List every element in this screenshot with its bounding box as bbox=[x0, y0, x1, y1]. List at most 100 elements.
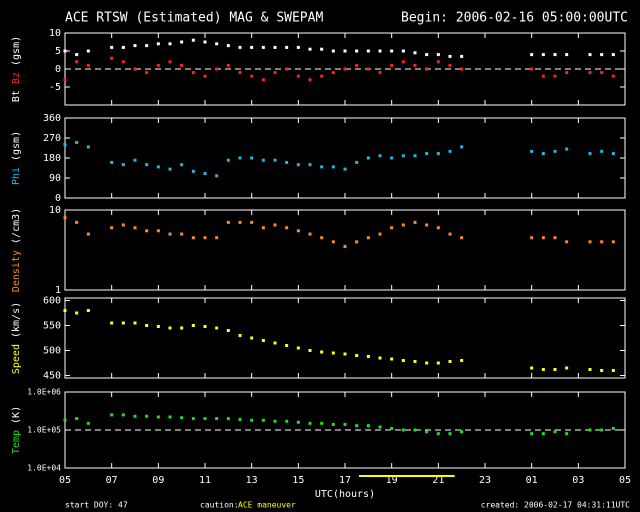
y-tick-label: 90 bbox=[49, 173, 61, 184]
y-tick-label: -5 bbox=[49, 82, 61, 93]
data-point bbox=[320, 236, 324, 240]
y-unit: (gsm) bbox=[11, 36, 22, 66]
data-point bbox=[250, 336, 254, 340]
data-point bbox=[331, 351, 335, 355]
data-point bbox=[460, 430, 464, 434]
data-point bbox=[86, 421, 90, 425]
data-point bbox=[378, 154, 382, 158]
data-point bbox=[238, 417, 242, 421]
data-point bbox=[261, 418, 265, 422]
data-point bbox=[530, 53, 534, 57]
series-name: Bz bbox=[11, 72, 22, 84]
data-point bbox=[611, 240, 615, 244]
data-point bbox=[611, 152, 615, 156]
data-point bbox=[285, 45, 289, 49]
data-point bbox=[273, 419, 277, 423]
data-point bbox=[75, 60, 79, 64]
begin-time: Begin: 2006-02-16 05:00:00UTC bbox=[401, 11, 628, 26]
y-tick-label: 500 bbox=[43, 346, 61, 357]
data-point bbox=[110, 226, 114, 230]
data-point bbox=[296, 45, 300, 49]
data-point bbox=[168, 167, 172, 171]
data-point bbox=[121, 60, 125, 64]
data-point bbox=[530, 432, 534, 436]
data-point bbox=[413, 51, 417, 55]
data-point bbox=[238, 71, 242, 75]
data-point bbox=[133, 414, 137, 418]
series-name: Density bbox=[11, 250, 22, 292]
data-point bbox=[448, 149, 452, 153]
data-point bbox=[250, 156, 254, 160]
y-axis-label: Density (/cm3) bbox=[11, 208, 22, 292]
x-tick-label: 03 bbox=[572, 475, 584, 486]
data-point bbox=[320, 350, 324, 354]
data-point bbox=[436, 53, 440, 57]
data-point bbox=[63, 309, 67, 312]
data-point bbox=[413, 220, 417, 224]
data-point bbox=[250, 418, 254, 422]
data-point bbox=[215, 326, 219, 330]
data-point bbox=[133, 44, 137, 48]
data-point bbox=[226, 329, 230, 332]
y-unit: (km/s) bbox=[11, 302, 22, 338]
x-tick-label: 15 bbox=[292, 475, 304, 486]
data-point bbox=[273, 45, 277, 49]
y-unit: (gsm) bbox=[11, 131, 22, 161]
data-point bbox=[541, 74, 545, 78]
data-point bbox=[168, 415, 172, 419]
data-point bbox=[366, 156, 370, 160]
data-point bbox=[75, 220, 79, 224]
data-point bbox=[273, 341, 277, 345]
data-point bbox=[565, 432, 569, 436]
data-point bbox=[203, 172, 207, 176]
data-point bbox=[355, 424, 359, 428]
data-point bbox=[191, 169, 195, 173]
data-point bbox=[191, 71, 195, 75]
chart-title: ACE RTSW (Estimated) MAG & SWEPAM bbox=[65, 11, 323, 26]
data-point bbox=[530, 236, 534, 240]
data-point bbox=[191, 236, 195, 240]
data-point bbox=[436, 432, 440, 436]
data-point bbox=[86, 309, 90, 312]
data-point bbox=[390, 426, 394, 430]
data-point bbox=[110, 160, 114, 164]
data-point bbox=[133, 158, 137, 162]
data-point bbox=[541, 368, 545, 371]
data-point bbox=[203, 417, 207, 421]
data-point bbox=[145, 44, 149, 48]
data-point bbox=[63, 418, 67, 422]
data-point bbox=[460, 359, 464, 362]
data-point bbox=[565, 53, 569, 57]
data-point bbox=[250, 220, 254, 224]
data-point bbox=[215, 42, 219, 46]
data-point bbox=[226, 417, 230, 421]
data-point bbox=[588, 71, 592, 75]
data-point bbox=[390, 226, 394, 230]
data-point bbox=[541, 152, 545, 156]
data-point bbox=[378, 425, 382, 429]
data-point bbox=[553, 149, 557, 153]
data-point bbox=[168, 232, 172, 236]
data-point bbox=[121, 45, 125, 49]
data-point bbox=[285, 419, 289, 423]
y-axis-label: Speed (km/s) bbox=[11, 302, 22, 374]
data-point bbox=[86, 63, 90, 67]
data-point bbox=[191, 324, 195, 327]
data-point bbox=[75, 140, 79, 144]
data-point bbox=[156, 325, 160, 328]
data-point bbox=[320, 421, 324, 425]
data-point bbox=[611, 369, 615, 372]
data-point bbox=[285, 344, 289, 347]
data-point bbox=[63, 78, 67, 82]
data-point bbox=[331, 165, 335, 169]
data-point bbox=[156, 63, 160, 67]
data-point bbox=[320, 165, 324, 169]
y-tick-label: 360 bbox=[43, 113, 61, 124]
y-tick-label: 10 bbox=[49, 205, 61, 216]
data-point bbox=[460, 54, 464, 58]
data-point bbox=[261, 78, 265, 82]
x-tick-label: 01 bbox=[526, 475, 538, 486]
data-point bbox=[238, 45, 242, 49]
data-point bbox=[565, 147, 569, 151]
